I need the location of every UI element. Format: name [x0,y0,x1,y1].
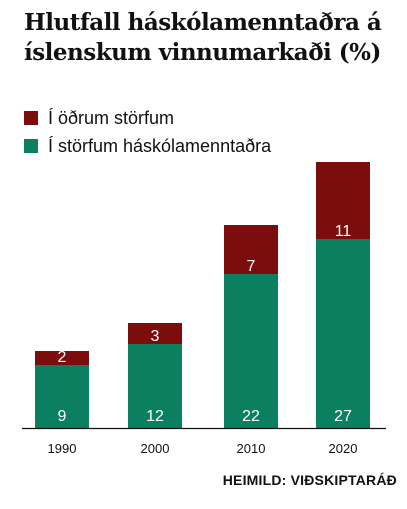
legend-item-graduate-jobs: Í störfum háskólamenntaðra [24,132,271,160]
bar-segment-2010-series-1 [224,225,278,274]
chart-title-line-2: íslenskum vinnumarkaði (%) [24,39,381,66]
bar-segment-2020-series-1 [316,162,370,239]
bar-segment-2000-series-1 [128,323,182,344]
legend-label-graduate-jobs: Í störfum háskólamenntaðra [48,135,272,156]
data-label-2000-series-1: 3 [151,328,160,345]
legend-swatch-other-jobs [24,111,38,125]
data-label-2020-series-1: 11 [335,223,352,240]
source-note: HEIMILD: VIÐSKIPTARÁÐ [222,472,397,488]
data-label-1990-series-1: 2 [58,349,67,366]
data-label-2010-series-1: 7 [247,258,256,275]
data-label-2020-series-0: 27 [334,408,352,425]
chart-legend: Í öðrum störfum Í störfum háskólamenntað… [24,104,271,160]
data-label-2010-series-0: 22 [242,408,260,425]
legend-swatch-graduate-jobs [24,139,38,153]
bar-segment-2010-series-0 [224,274,278,428]
legend-label-other-jobs: Í öðrum störfum [48,107,175,128]
bar-segment-1990-series-0 [35,365,89,428]
data-label-1990-series-0: 9 [58,408,67,425]
legend-item-other-jobs: Í öðrum störfum [24,104,271,132]
x-tick-label-1990: 1990 [48,441,77,456]
bar-segment-1990-series-1 [35,351,89,365]
x-tick-label-2010: 2010 [237,441,266,456]
bar-segment-2020-series-0 [316,239,370,428]
x-tick-label-2020: 2020 [329,441,358,456]
chart-title: Hlutfall háskólamenntaðra á íslenskum vi… [24,8,394,68]
x-tick-label-2000: 2000 [141,441,170,456]
chart-title-line-1: Hlutfall háskólamenntaðra á [24,9,382,36]
data-label-2000-series-0: 12 [146,408,164,425]
bar-segment-2000-series-0 [128,344,182,428]
